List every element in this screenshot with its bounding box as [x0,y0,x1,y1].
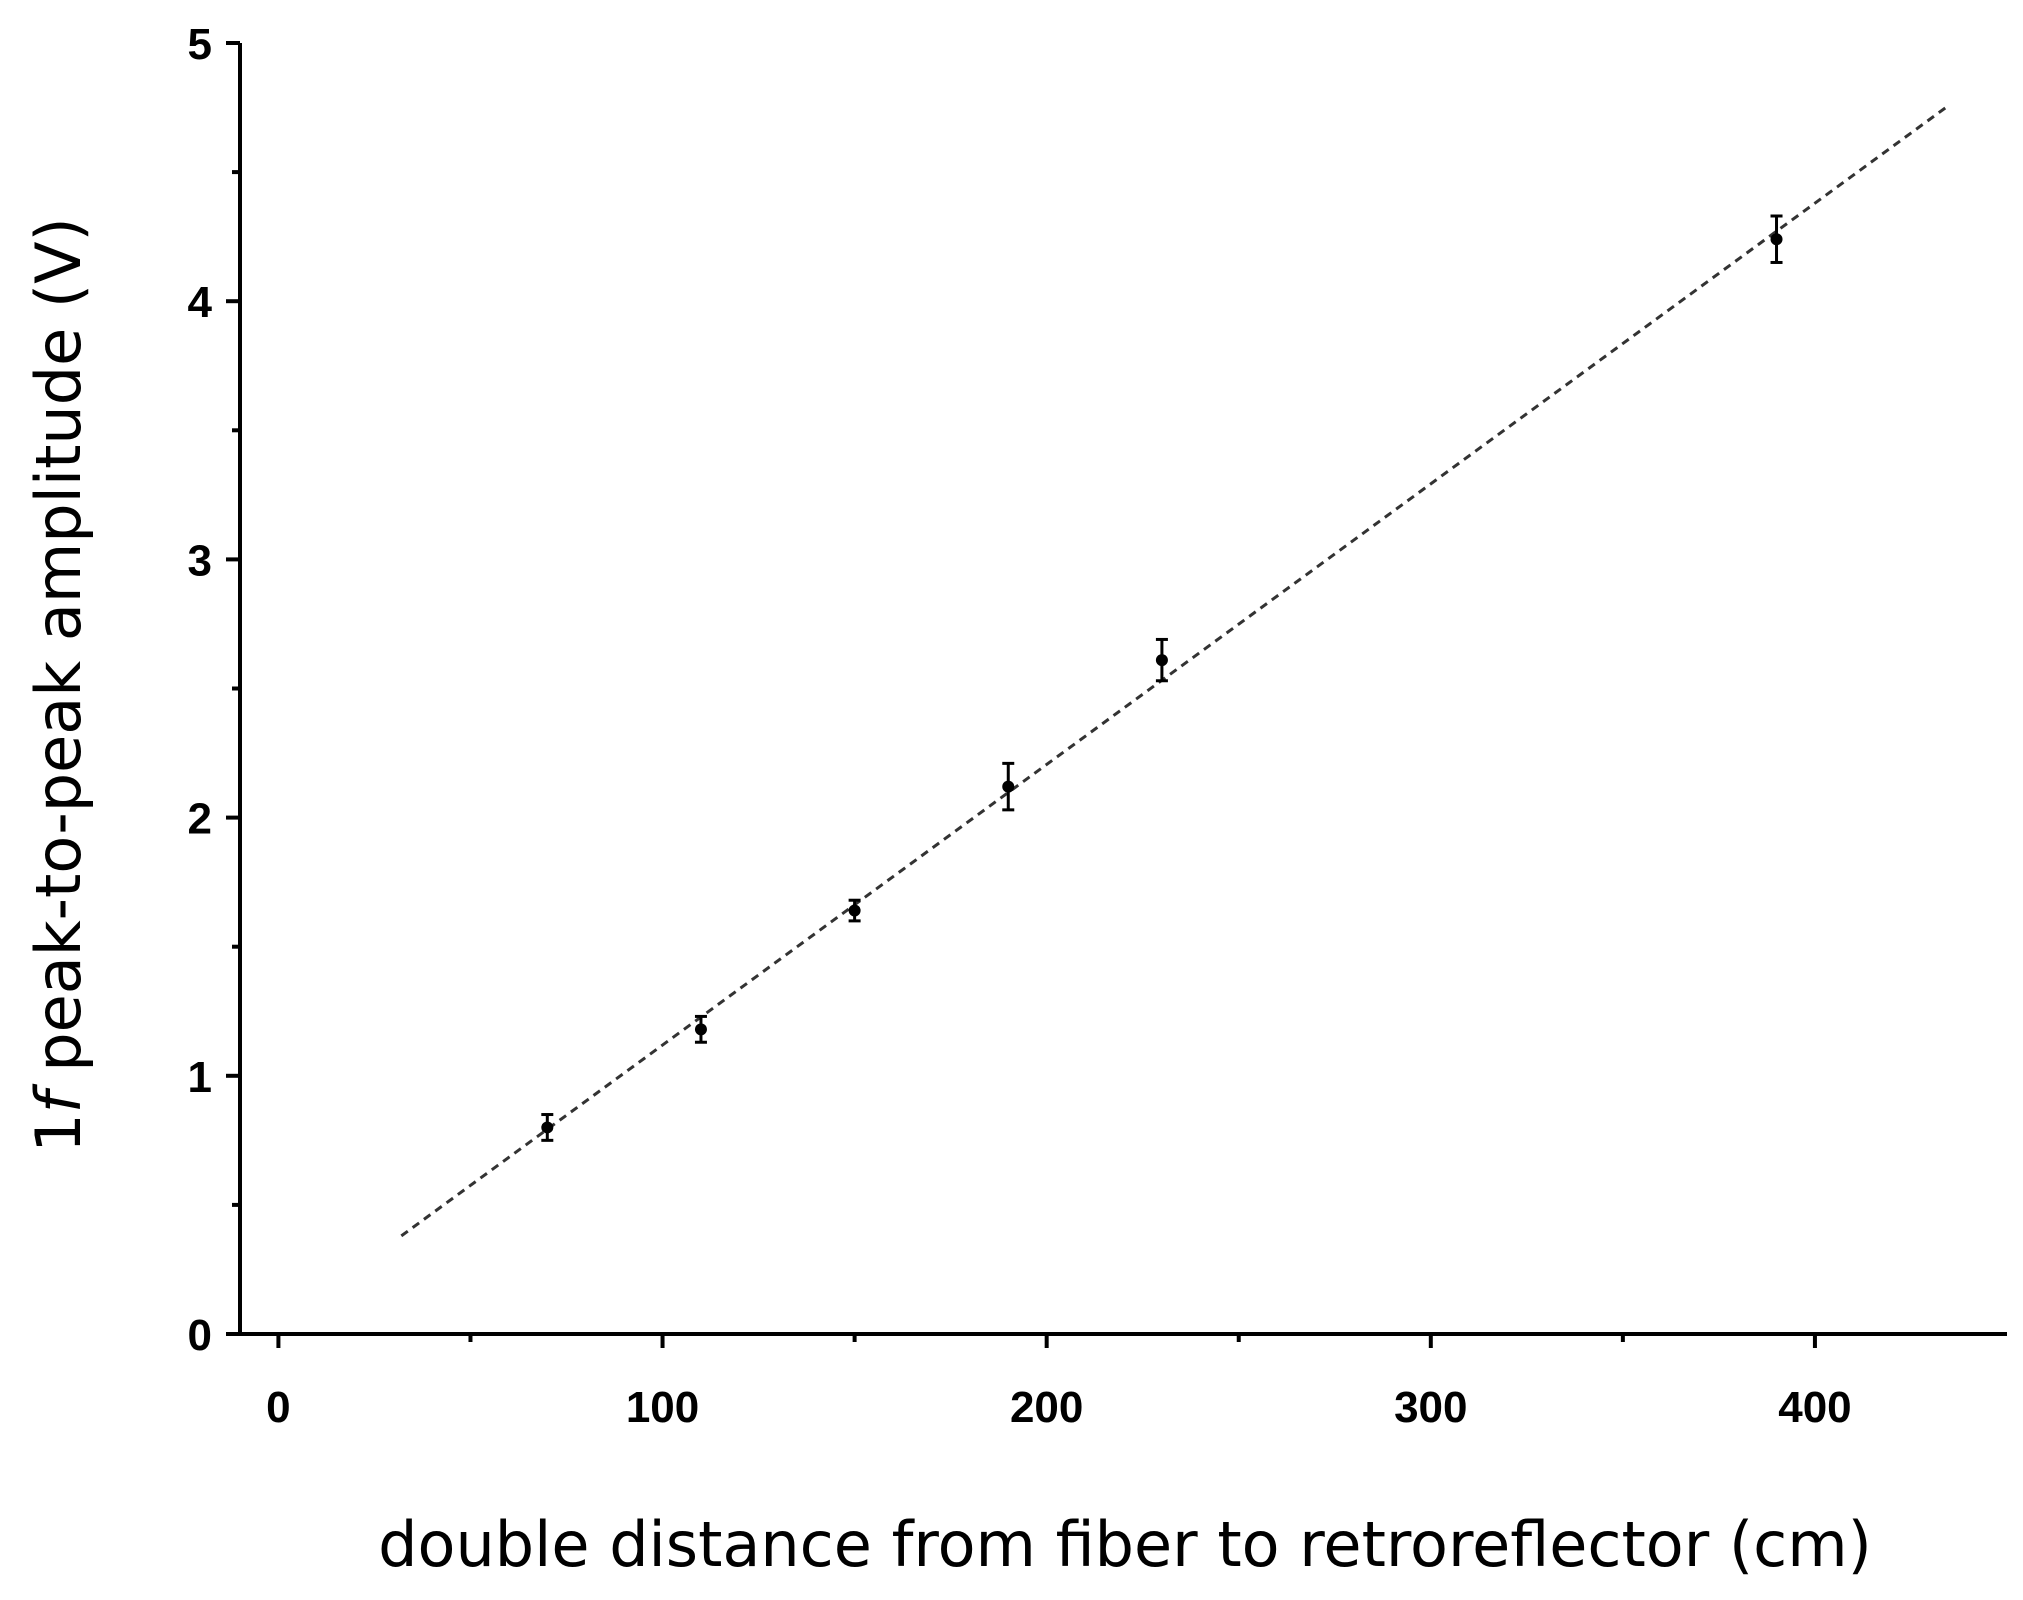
x-tick-label: 300 [1394,1383,1467,1432]
data-point [1770,233,1783,246]
x-tick-label: 400 [1778,1383,1851,1432]
y-axis-title: 1f peak-to-peak amplitude (V) [22,217,95,1152]
x-axis-title: double distance from fiber to retrorefle… [378,1508,1872,1581]
fit-line [400,103,1951,1238]
data-point [541,1121,554,1134]
data-point [1002,780,1015,793]
y-axis-title-suffix: peak-to-peak amplitude (V) [22,217,95,1091]
x-tick-label: 0 [266,1383,290,1432]
x-tick-label: 200 [1010,1383,1083,1432]
y-ticks: 0 1 2 3 4 5 [188,20,240,1360]
data-points-layer [541,214,1783,1142]
y-tick-label: 4 [188,278,213,327]
fit-line-layer [400,103,1951,1238]
x-ticks: 0 100 200 300 400 [266,1334,1852,1432]
data-point [1155,654,1168,667]
x-tick-label: 100 [626,1383,699,1432]
axes [238,43,2007,1336]
data-point [848,904,861,917]
y-tick-label: 0 [188,1311,212,1360]
y-tick-label: 1 [188,1053,212,1102]
data-point [694,1023,707,1036]
y-axis-title-prefix: 1 [22,1113,95,1152]
y-tick-label: 2 [188,795,212,844]
y-tick-label: 3 [188,536,212,585]
y-tick-label: 5 [188,20,212,69]
